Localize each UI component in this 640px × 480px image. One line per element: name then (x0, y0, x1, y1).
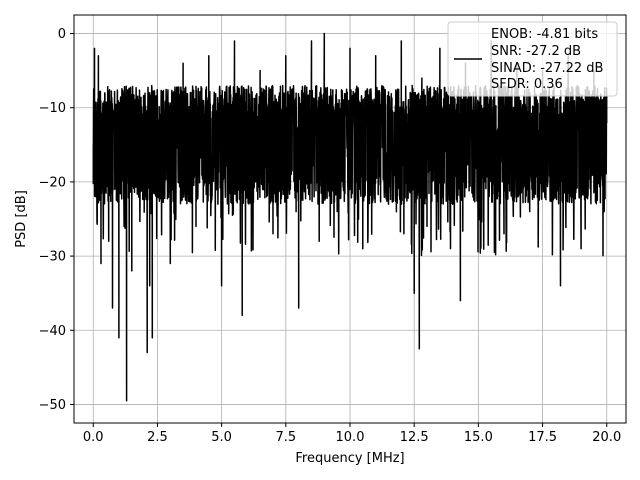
legend-box (447, 21, 618, 97)
legend-enob: ENOB: -4.81 bits (491, 27, 598, 42)
y-tick-label: −30 (39, 250, 66, 265)
y-axis-label: PSD [dB] (14, 190, 29, 248)
x-axis-label: Frequency [MHz] (295, 451, 404, 466)
x-tick-label: 20.0 (592, 430, 621, 445)
y-tick-label: −40 (39, 324, 66, 339)
x-tick-label: 0.0 (83, 430, 104, 445)
x-tick-label: 2.5 (147, 430, 168, 445)
y-tick-label: −50 (39, 398, 66, 413)
x-tick-label: 12.5 (400, 430, 429, 445)
series-group (92, 32, 608, 402)
psd-series-line (92, 32, 608, 402)
legend-sinad: SINAD: -27.22 dB (491, 61, 603, 76)
x-tick-label: 15.0 (464, 430, 493, 445)
y-tick-label: 0 (58, 27, 66, 42)
x-tick-label: 17.5 (528, 430, 557, 445)
x-tick-label: 10.0 (336, 430, 365, 445)
legend-sfdr: SFDR: 0.36 (491, 77, 563, 92)
y-tick-label: −20 (39, 175, 66, 190)
x-axis-ticks: 0.0 2.5 5.0 7.5 10.0 12.5 15.0 17.5 20.0 (83, 423, 621, 445)
legend-snr: SNR: -27.2 dB (491, 44, 581, 59)
x-tick-label: 7.5 (275, 430, 296, 445)
y-axis-ticks: 0 −10 −20 −30 −40 −50 (39, 27, 74, 413)
x-tick-label: 5.0 (211, 430, 232, 445)
legend: ENOB: -4.81 bits SNR: -27.2 dB SINAD: -2… (447, 21, 618, 97)
y-tick-label: −10 (39, 101, 66, 116)
